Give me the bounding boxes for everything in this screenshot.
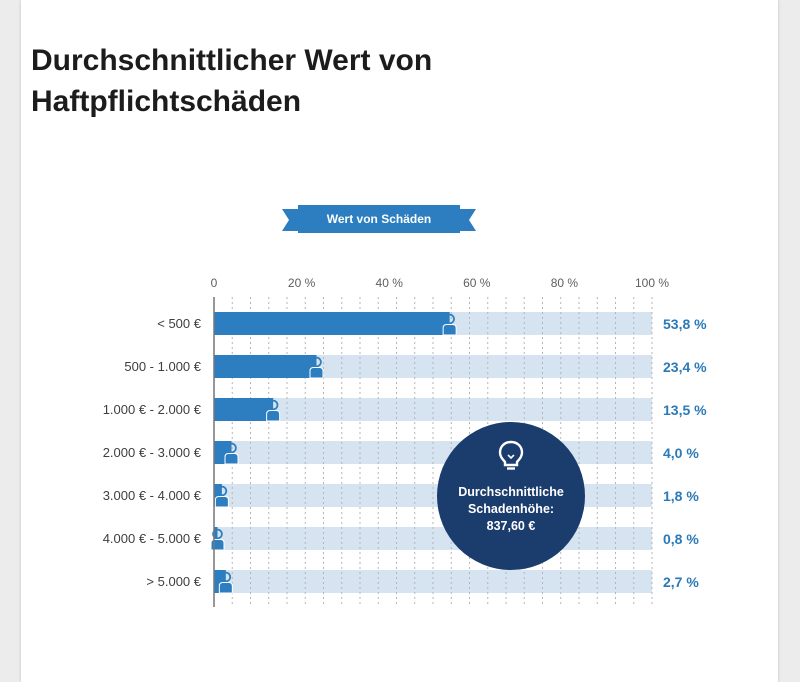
bar <box>214 570 226 593</box>
value-label: 1,8 % <box>663 488 699 504</box>
bar <box>214 355 317 378</box>
person-icon <box>210 539 225 551</box>
average-callout: Durchschnittliche Schadenhöhe: 837,60 € <box>437 422 585 570</box>
value-label: 0,8 % <box>663 531 699 547</box>
x-tick-label: 80 % <box>551 276 579 290</box>
person-icon <box>266 410 281 422</box>
ribbon-banner <box>282 205 476 233</box>
person-icon <box>220 571 232 583</box>
x-tick-label: 20 % <box>288 276 316 290</box>
category-label: 3.000 € - 4.000 € <box>103 488 202 503</box>
ribbon-label: Wert von Schäden <box>326 212 432 226</box>
category-label: 1.000 € - 2.000 € <box>103 402 202 417</box>
value-label: 13,5 % <box>663 402 707 418</box>
category-label: 500 - 1.000 € <box>124 359 201 374</box>
person-icon <box>309 367 324 379</box>
category-label: 2.000 € - 3.000 € <box>103 445 202 460</box>
bar <box>214 484 222 507</box>
person-icon <box>311 356 322 368</box>
person-icon <box>212 528 223 540</box>
person-icon <box>224 453 239 465</box>
category-label: > 5.000 € <box>146 574 201 589</box>
person-icon <box>442 324 457 336</box>
x-tick-label: 0 <box>211 276 218 290</box>
page-title: Durchschnittlicher Wert von Haftpflichts… <box>31 44 433 118</box>
callout-text: Durchschnittliche Schadenhöhe: 837,60 € <box>458 485 564 533</box>
bar <box>214 312 450 335</box>
person-icon <box>214 496 229 508</box>
person-icon <box>267 399 279 411</box>
category-label: 4.000 € - 5.000 € <box>103 531 202 546</box>
value-label: 2,7 % <box>663 574 699 590</box>
value-label: 23,4 % <box>663 359 707 375</box>
person-icon <box>226 442 237 454</box>
x-tick-label: 40 % <box>376 276 404 290</box>
person-icon <box>216 485 228 497</box>
person-icon <box>444 313 455 325</box>
x-tick-label: 100 % <box>635 276 669 290</box>
category-label: < 500 € <box>157 316 202 331</box>
x-tick-label: 60 % <box>463 276 491 290</box>
value-label: 4,0 % <box>663 445 699 461</box>
lightbulb-icon <box>498 440 524 470</box>
value-label: 53,8 % <box>663 316 707 332</box>
chart-ribbon: Wert von Schäden <box>282 205 476 235</box>
bar <box>214 398 274 421</box>
person-icon <box>218 582 233 594</box>
